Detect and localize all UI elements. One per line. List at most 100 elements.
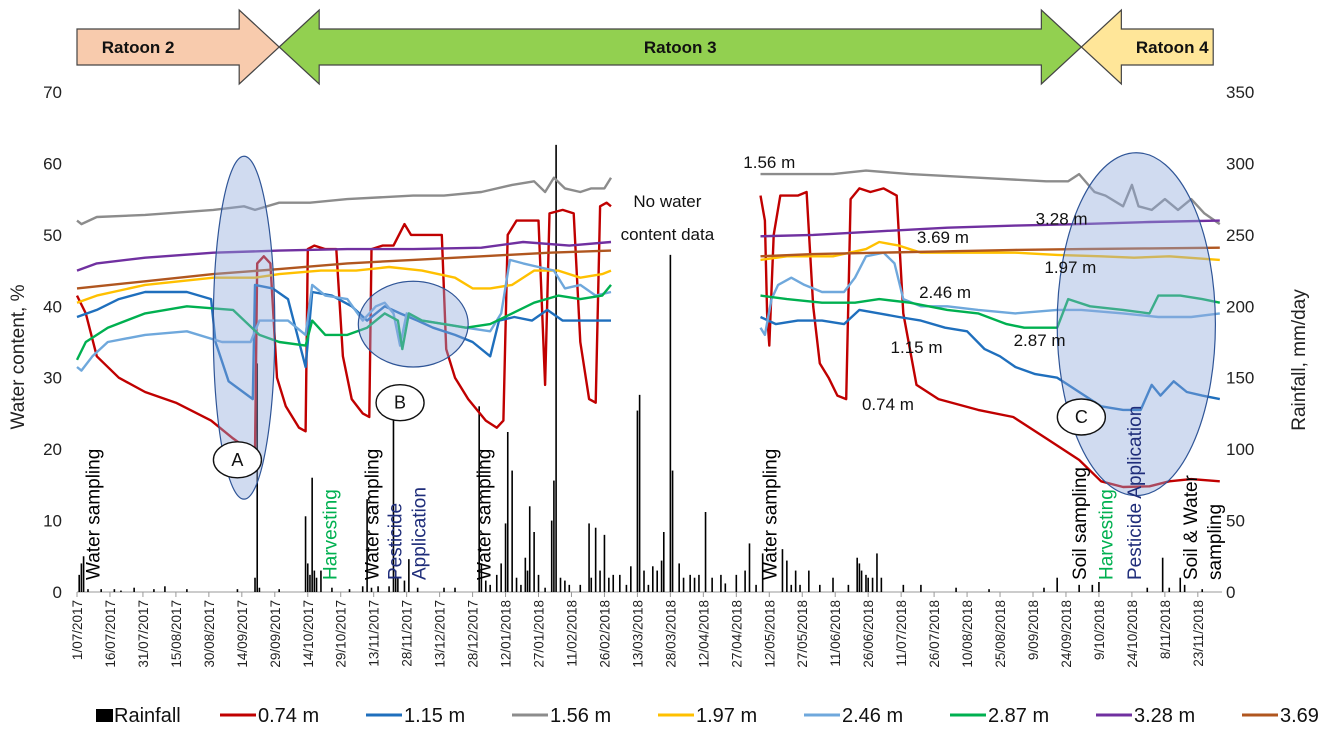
x-tick-label: 27/01/2018 xyxy=(532,600,547,668)
legend-swatch xyxy=(96,709,113,722)
rainfall-bar xyxy=(689,574,691,592)
rainfall-bar xyxy=(377,586,379,592)
y-tick-label: 50 xyxy=(43,226,62,245)
rainfall-bar xyxy=(320,570,322,592)
rainfall-bar xyxy=(698,574,700,592)
rainfall-bar xyxy=(867,577,869,592)
x-tick-label: 24/10/2018 xyxy=(1125,600,1140,668)
legend-label: 3.28 m xyxy=(1134,705,1195,727)
event-annotation: Soil sampling xyxy=(1070,467,1091,580)
rainfall-bar xyxy=(80,563,83,592)
rainfall-bar xyxy=(588,523,590,592)
rainfall-bar xyxy=(1201,589,1204,592)
rainfall-bar xyxy=(988,589,990,592)
region-label-circle xyxy=(375,384,425,422)
rainfall-bar xyxy=(662,532,665,592)
rainfall-bar xyxy=(603,534,606,592)
rainfall-bar xyxy=(504,523,507,592)
phase-arrows: Ratoon 2 Ratoon 3 Ratoon 4 xyxy=(76,8,1214,86)
y2-tick-label: 300 xyxy=(1226,154,1254,173)
rainfall-bar xyxy=(781,549,784,592)
rainfall-bar xyxy=(720,574,722,592)
rainfall-bar xyxy=(660,560,663,592)
x-tick-label: 9/09/2018 xyxy=(1026,600,1041,660)
rainfall-bar xyxy=(348,589,351,592)
x-tick-label: 12/05/2018 xyxy=(762,600,777,668)
rainfall-bar xyxy=(590,577,593,592)
y-tick-label: 20 xyxy=(43,440,62,459)
x-tick-label: 29/09/2017 xyxy=(268,600,283,668)
rainfall-bar xyxy=(735,574,738,592)
rainfall-bar xyxy=(1056,577,1058,592)
event-annotation: Water sampling xyxy=(760,449,781,580)
rainfall-bar xyxy=(643,570,645,592)
rainfall-bar xyxy=(880,577,883,592)
region-ellipse-a xyxy=(212,155,276,500)
rainfall-bar xyxy=(480,563,483,592)
rainfall-bar xyxy=(669,254,672,592)
event-annotation: Soil & Water xyxy=(1181,474,1202,580)
rainfall-bar xyxy=(370,587,373,592)
event-annotation: Water sampling xyxy=(475,449,496,580)
series-label: 1.97 m xyxy=(1044,258,1096,277)
rainfall-bar xyxy=(533,532,535,592)
rainfall-bar xyxy=(847,584,850,592)
y2-tick-label: 100 xyxy=(1226,440,1254,459)
rainfall-bar xyxy=(860,570,863,592)
phase-label: Ratoon 4 xyxy=(1136,38,1209,57)
rainfall-bar xyxy=(524,557,527,592)
legend-label: 1.56 m xyxy=(550,705,611,727)
rainfall-bar xyxy=(608,577,610,592)
rainfall-bar xyxy=(366,499,368,592)
rainfall-bar xyxy=(520,584,522,592)
rainfall-bar xyxy=(489,584,491,592)
x-tick-label: 15/08/2017 xyxy=(169,600,184,668)
rainfall-bar xyxy=(819,584,821,592)
x-tick-label: 14/09/2017 xyxy=(235,600,250,668)
rainfall-bar xyxy=(619,574,621,592)
region-label-c: C xyxy=(1075,407,1088,427)
rainfall-bar xyxy=(568,584,571,592)
series-line-1-15-m xyxy=(759,308,1221,412)
rainfall-bar xyxy=(236,589,239,592)
y2-tick-label: 200 xyxy=(1226,297,1254,316)
phase-arrow-1 xyxy=(76,8,281,86)
rainfall-bar xyxy=(313,570,316,592)
rainfall-bar xyxy=(711,577,713,592)
rainfall-bar xyxy=(647,584,650,592)
series-line-2-87-m xyxy=(760,294,1221,329)
legend-label: 1.15 m xyxy=(404,705,465,727)
legend-label: 2.87 m xyxy=(988,705,1049,727)
rainfall-bar xyxy=(164,586,166,592)
x-tick-label: 26/02/2018 xyxy=(597,600,612,668)
rainfall-bar xyxy=(153,589,155,592)
y2-tick-label: 150 xyxy=(1226,369,1254,388)
x-tick-label: 31/07/2017 xyxy=(136,600,151,668)
legend-label: 2.46 m xyxy=(842,705,903,727)
x-tick-label: 16/07/2017 xyxy=(103,600,118,668)
no-data-note: No water xyxy=(633,192,701,211)
series-line-0-74-m xyxy=(75,201,612,454)
phase-arrow-3 xyxy=(1080,8,1214,86)
series-label: 1.56 m xyxy=(743,153,795,172)
series-line-3-28-m xyxy=(760,219,1220,238)
axes: 0 10 20 30 40 50 60 70 0 50 100 150 200 250 300 350 Wate… xyxy=(8,83,1310,668)
event-annotation: Harvesting xyxy=(321,489,342,580)
rainfall-bar xyxy=(651,566,654,592)
series-line-0-74-m xyxy=(759,187,1220,489)
rainfall-bar xyxy=(656,570,658,592)
rainfall-bar xyxy=(799,584,801,592)
x-tick-label: 29/10/2017 xyxy=(334,600,349,668)
rainfall-bar xyxy=(454,587,456,592)
rainfall-bar xyxy=(761,553,764,592)
rainfall-bar xyxy=(858,563,861,592)
rainfall-bar xyxy=(120,590,122,592)
series-labels: 1.56 m 3.28 m 3.69 m 1.97 m 2.46 m 2.87 m 1.15… xyxy=(743,153,1096,414)
legend-label: 3.69 m xyxy=(1280,705,1320,727)
rainfall-bar xyxy=(755,584,757,592)
y-tick-label: 60 xyxy=(43,154,62,173)
y-tick-label: 10 xyxy=(43,512,62,531)
rainfall-bar xyxy=(599,570,601,592)
rainfall-bar xyxy=(133,587,135,592)
rainfall-bar xyxy=(397,577,399,592)
